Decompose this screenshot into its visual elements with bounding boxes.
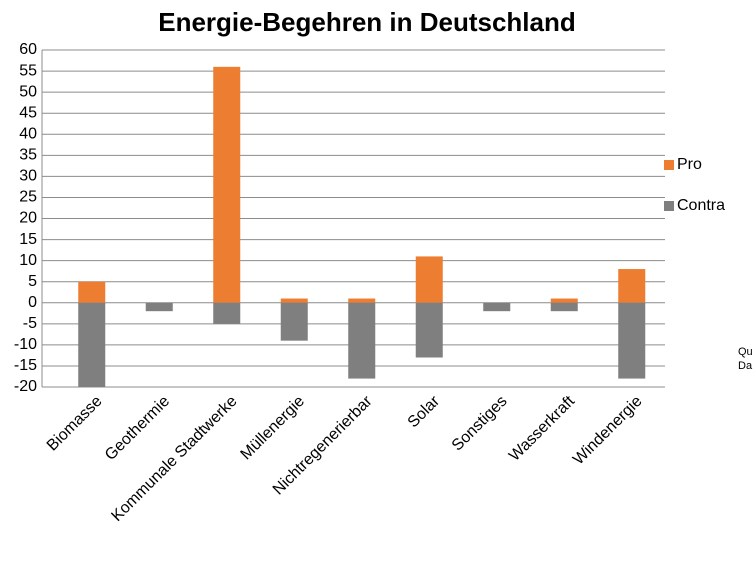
bar [415, 302, 443, 358]
y-tick-label: 45 [19, 104, 37, 121]
y-tick-label: 40 [19, 125, 37, 142]
annotation: Qu [738, 346, 753, 358]
annotation: Da [738, 360, 753, 372]
x-tick-label: Biomasse [44, 393, 106, 455]
y-tick-label: -15 [14, 357, 37, 374]
x-tick-label: Solar [405, 392, 444, 431]
bar [213, 302, 241, 324]
legend-label: Contra [677, 197, 725, 214]
y-tick-label: -20 [14, 378, 37, 395]
y-tick-label: 0 [28, 294, 37, 311]
bar [348, 298, 376, 303]
y-tick-label: 25 [19, 189, 37, 206]
x-tick-label: Wasserkraft [506, 392, 578, 464]
x-tick-label: Müllenergie [238, 393, 309, 464]
legend-label: Pro [677, 156, 702, 173]
x-tick-label: Geothermie [102, 393, 173, 464]
bar [78, 281, 106, 303]
y-tick-label: 50 [19, 83, 37, 100]
bar [618, 269, 646, 303]
bar [415, 256, 443, 303]
x-tick-label: Kommunale Stadtwerke [108, 393, 240, 525]
legend-swatch [664, 201, 674, 211]
y-tick-label: -10 [14, 336, 37, 353]
y-tick-label: 10 [19, 252, 37, 269]
bar [280, 302, 308, 341]
bar [78, 302, 106, 387]
bar [213, 66, 241, 303]
y-tick-label: 30 [19, 168, 37, 185]
y-tick-label: 5 [28, 273, 37, 290]
bar [145, 302, 173, 312]
x-tick-label: Windenergie [570, 393, 646, 469]
y-tick-label: 55 [19, 62, 37, 79]
legend-swatch [664, 160, 674, 170]
x-tick-label: Sonstiges [449, 393, 511, 455]
bar [550, 302, 578, 312]
bar [550, 298, 578, 303]
bar [280, 298, 308, 303]
y-tick-label: -5 [23, 315, 37, 332]
bar [348, 302, 376, 379]
y-tick-label: 15 [19, 231, 37, 248]
y-tick-label: 20 [19, 210, 37, 227]
bar [483, 302, 511, 312]
y-tick-label: 60 [19, 41, 37, 58]
chart-title: Energie-Begehren in Deutschland [158, 7, 576, 37]
bar [618, 302, 646, 379]
y-tick-label: 35 [19, 147, 37, 164]
